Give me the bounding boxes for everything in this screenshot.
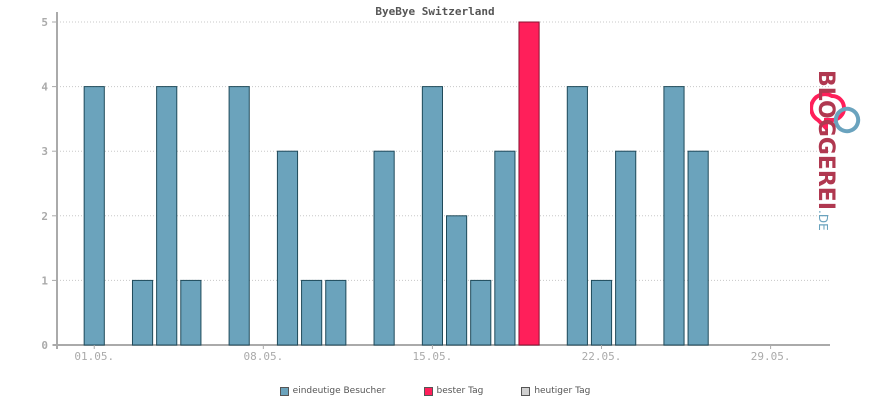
bar <box>325 279 347 346</box>
y-tick-label: 3 <box>41 145 48 158</box>
bloggerei-logo-icon <box>810 92 861 134</box>
legend-swatch-visitors <box>279 386 289 396</box>
x-tick-label: 08.05. <box>243 350 283 363</box>
x-tick-label: 01.05. <box>74 350 114 363</box>
legend-label-best-day: bester Tag <box>436 386 484 396</box>
bar <box>615 150 637 346</box>
y-tick-label: 1 <box>41 274 48 287</box>
bar <box>663 86 685 346</box>
bar <box>470 279 492 346</box>
logo-suffix: .DE <box>816 210 830 231</box>
legend-item-best-day: bester Tag <box>423 386 484 396</box>
legend-label-visitors: eindeutige Besucher <box>292 386 386 396</box>
bar <box>180 279 202 346</box>
legend-item-visitors: eindeutige Besucher <box>279 386 386 396</box>
bar <box>228 86 250 346</box>
legend-item-today: heutiger Tag <box>521 386 590 396</box>
x-tick-label: 29.05. <box>751 350 791 363</box>
bar <box>83 86 105 346</box>
logo-wordmark: BLOGGEREI.DE <box>813 70 838 231</box>
bar <box>131 279 154 346</box>
logo-text: BLOGGEREI <box>813 70 838 211</box>
x-tick-label: 15.05. <box>413 350 453 363</box>
legend-label-today: heutiger Tag <box>534 386 591 396</box>
bar <box>687 150 709 346</box>
bar <box>373 150 395 346</box>
bar <box>446 215 468 346</box>
y-tick-label: 2 <box>41 210 48 223</box>
y-tick-label: 4 <box>41 81 48 94</box>
legend: eindeutige Besucher bester Tag heutiger … <box>0 386 870 396</box>
legend-swatch-best-day <box>423 386 433 396</box>
bar <box>276 150 299 346</box>
legend-swatch-today <box>521 386 531 396</box>
y-tick-label: 0 <box>41 339 48 352</box>
bar <box>566 86 588 346</box>
bar <box>494 150 516 346</box>
bar <box>590 279 613 346</box>
bar <box>301 279 323 346</box>
bar-best-day <box>518 21 540 346</box>
y-tick-label: 5 <box>41 16 48 29</box>
chart-title: ByeBye Switzerland <box>375 5 495 18</box>
x-tick-label: 22.05. <box>582 350 622 363</box>
bar <box>156 86 178 346</box>
bar <box>421 86 443 346</box>
